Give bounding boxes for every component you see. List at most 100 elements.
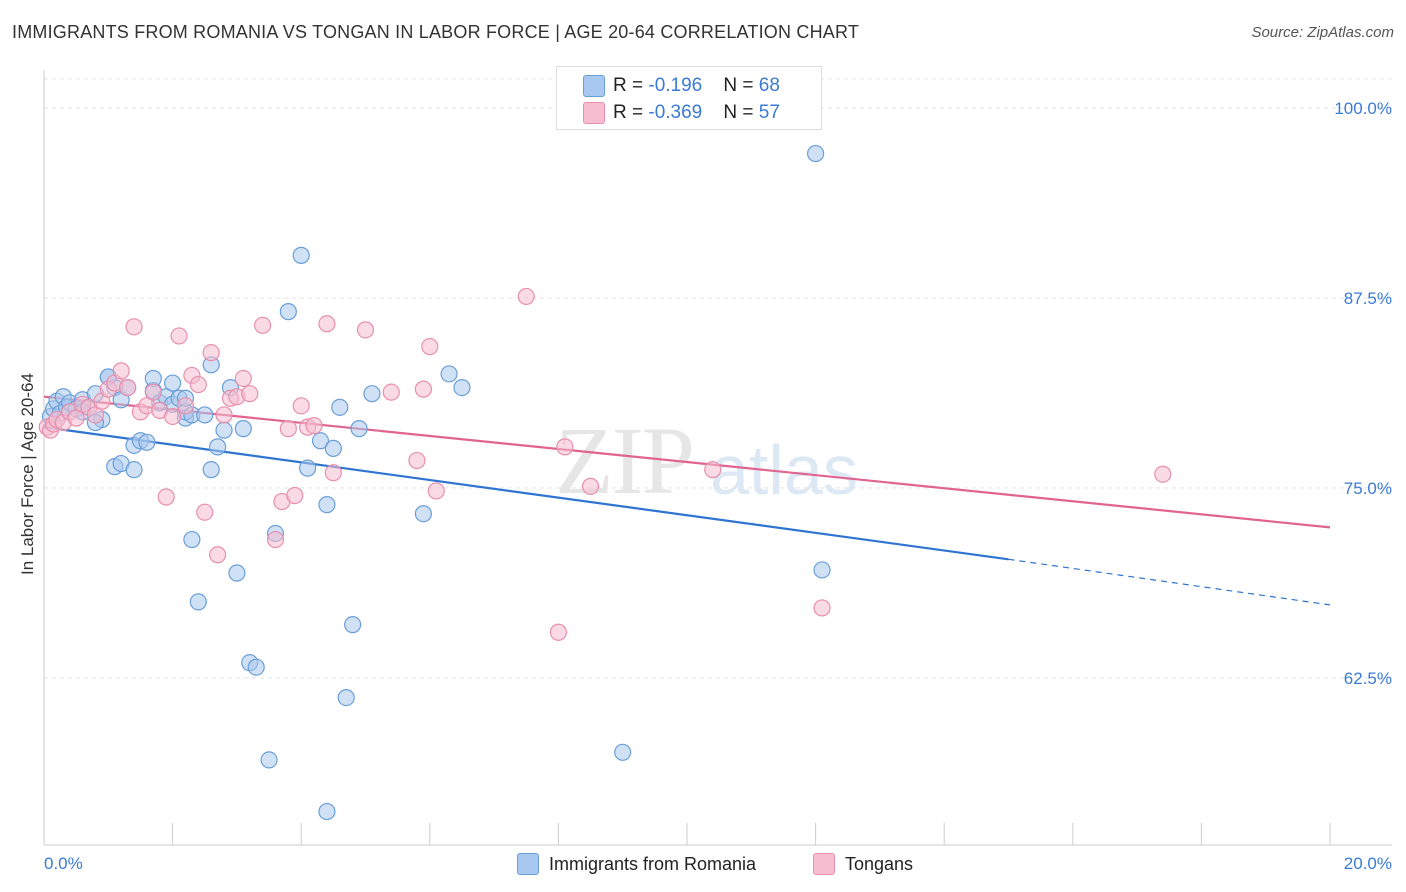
point-tongans [549, 623, 568, 641]
point-tongans [215, 406, 233, 424]
n-label: N = [723, 75, 759, 96]
point-tongans [241, 385, 259, 403]
r-label: R = [613, 102, 649, 123]
point-romania [228, 564, 246, 582]
point-romania [260, 751, 278, 769]
point-tongans [125, 318, 143, 336]
point-tongans [176, 397, 195, 415]
point-tongans [414, 380, 432, 398]
point-tongans [292, 397, 310, 415]
r-value: -0.196 [648, 75, 703, 96]
point-romania [279, 303, 297, 321]
n-value: 68 [758, 75, 780, 96]
point-tongans [356, 321, 375, 339]
point-romania [337, 688, 355, 707]
point-romania [350, 420, 368, 438]
point-romania [234, 420, 252, 438]
point-tongans [189, 375, 207, 394]
point-romania [202, 461, 220, 479]
point-tongans [408, 451, 426, 470]
data-points [38, 144, 1172, 821]
point-tongans [517, 287, 535, 306]
point-tongans [157, 488, 175, 506]
point-romania [138, 433, 156, 451]
point-romania [183, 530, 201, 549]
point-tongans [266, 530, 285, 549]
point-tongans [1154, 465, 1172, 483]
y-tick-label: 100.0% [1334, 99, 1392, 118]
y-tick-label: 75.0% [1344, 479, 1392, 498]
point-romania [125, 461, 143, 479]
blue-swatch-icon [517, 853, 539, 875]
trend-lines [43, 395, 1331, 606]
point-tongans [813, 599, 831, 617]
point-tongans [118, 378, 137, 397]
point-tongans [581, 477, 600, 495]
point-romania [292, 246, 310, 264]
point-romania [806, 144, 825, 163]
point-tongans [421, 337, 439, 356]
correlation-legend: R = -0.196 N = 68 R = -0.369 N = 57 [556, 66, 822, 130]
point-romania [196, 406, 214, 424]
legend-item-romania[interactable]: Immigrants from Romania [517, 853, 756, 875]
point-tongans [324, 464, 342, 482]
point-tongans [279, 420, 297, 438]
point-tongans [202, 344, 220, 362]
point-romania [614, 743, 632, 761]
watermark-atlas: atlas [710, 431, 858, 509]
blue-swatch-icon [583, 75, 605, 97]
point-tongans [305, 416, 323, 435]
y-tick-label: 87.5% [1344, 289, 1392, 308]
point-tongans [704, 461, 722, 479]
r-value: -0.369 [648, 102, 703, 123]
axes [43, 70, 1392, 846]
trend-line-extension [1008, 558, 1331, 606]
point-romania [453, 378, 471, 397]
n-label: N = [723, 102, 759, 123]
legend-label-tongans: Tongans [845, 853, 914, 874]
point-romania [318, 802, 336, 821]
point-romania [318, 496, 336, 514]
point-tongans [164, 407, 182, 426]
point-tongans [318, 315, 336, 333]
point-romania [331, 398, 349, 416]
point-tongans [556, 438, 574, 456]
point-romania [440, 365, 458, 383]
point-tongans [427, 482, 445, 500]
source-label: Source: ZipAtlas.com [1251, 24, 1394, 41]
point-romania [299, 459, 317, 477]
point-romania [311, 432, 330, 450]
point-romania [324, 439, 342, 457]
point-romania [363, 385, 381, 403]
point-romania [215, 421, 233, 439]
trend-line-tongans [43, 395, 1331, 529]
legend-item-tongans[interactable]: Tongans [813, 853, 913, 875]
point-tongans [144, 383, 162, 401]
point-tongans [254, 316, 272, 334]
point-tongans [112, 362, 130, 380]
point-romania [209, 438, 227, 456]
pink-swatch-icon [583, 102, 605, 124]
trend-line-romania [43, 426, 1009, 561]
x-tick-label: 0.0% [44, 854, 83, 873]
point-tongans [382, 383, 400, 401]
point-romania [247, 658, 265, 676]
y-tick-label: 62.5% [1344, 669, 1392, 688]
point-romania [813, 561, 831, 579]
point-romania [344, 616, 362, 634]
series-legend: Immigrants from Romania Tongans [0, 850, 1406, 878]
r-label: R = [613, 75, 649, 96]
legend-label-romania: Immigrants from Romania [549, 853, 757, 874]
point-tongans [286, 486, 304, 505]
point-tongans [209, 546, 227, 564]
tick-labels: 62.5% 75.0% 87.5% 100.0% 0.0% 20.0% [44, 99, 1392, 873]
point-romania [164, 374, 182, 392]
point-romania [189, 593, 207, 611]
point-tongans [196, 503, 214, 521]
x-tick-label: 20.0% [1344, 854, 1392, 873]
pink-swatch-icon [813, 853, 835, 875]
point-romania [414, 505, 432, 523]
point-tongans [234, 369, 252, 388]
chart-title: IMMIGRANTS FROM ROMANIA VS TONGAN IN LAB… [12, 22, 860, 42]
